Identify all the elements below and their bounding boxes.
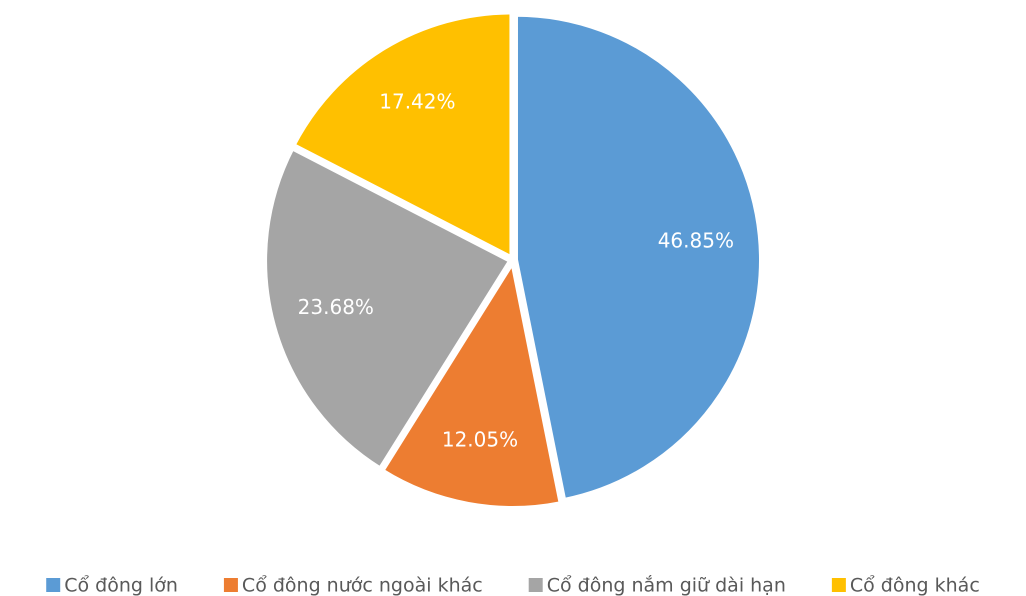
data-label: 23.68% [298,295,374,319]
data-label: 17.42% [379,90,455,114]
legend-label: Cổ đông khác [850,575,980,596]
legend-swatch [46,578,61,592]
data-label: 46.85% [658,228,734,252]
pie-slice [263,145,513,472]
data-label: 12.05% [442,427,518,451]
pie-slice [379,257,563,510]
pie-slice [513,12,763,503]
legend-label: Cổ đông nước ngoài khác [242,575,483,596]
pie-slice [291,10,514,261]
legend-label: Cổ đông nắm giữ dài hạn [547,574,786,596]
legend-swatch [528,578,543,592]
legend-label: Cổ đông lớn [64,575,178,596]
legend-swatch [831,578,846,592]
legend-swatch [223,578,238,592]
